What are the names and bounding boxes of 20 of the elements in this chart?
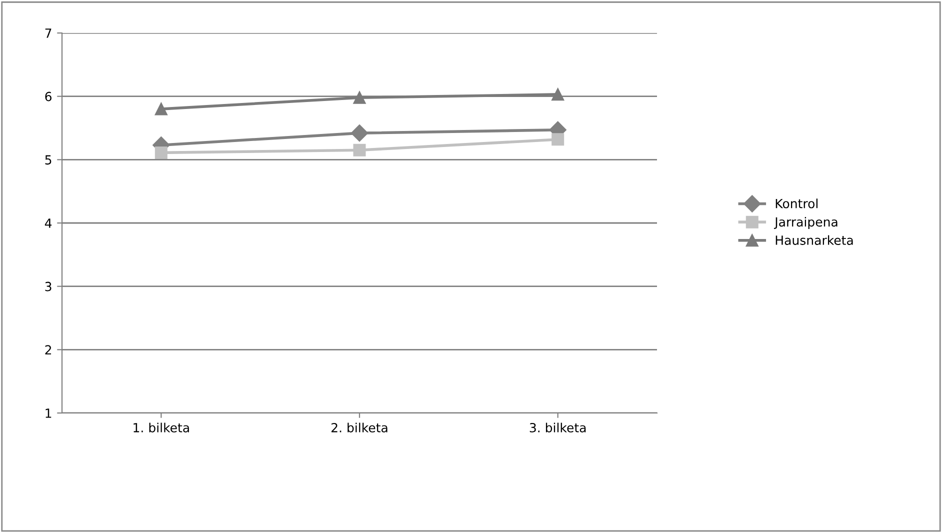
y-tick-label: 2 xyxy=(45,345,52,354)
legend-label: Hausnarketa xyxy=(776,235,853,245)
y-tick-label: 1 xyxy=(46,408,52,418)
legend-label: Kontrol xyxy=(776,198,818,208)
x-tick-label: 3. bilketa xyxy=(530,422,586,432)
y-tick-label: 6 xyxy=(45,92,52,102)
y-tick-label: 4 xyxy=(44,218,52,228)
legend-label: Jarraipena xyxy=(774,216,838,230)
point xyxy=(353,144,366,156)
point xyxy=(552,88,564,101)
point xyxy=(350,124,368,142)
x-tick-label: 2. bilketa xyxy=(332,422,388,432)
point xyxy=(552,133,564,146)
point xyxy=(154,102,168,116)
x-tick-label: 1. bilketa xyxy=(134,422,189,432)
point xyxy=(353,91,366,104)
point xyxy=(154,146,168,159)
y-tick-label: 3 xyxy=(45,282,52,292)
y-tick-label: 5 xyxy=(45,155,52,165)
y-tick-label: 7 xyxy=(45,28,52,38)
